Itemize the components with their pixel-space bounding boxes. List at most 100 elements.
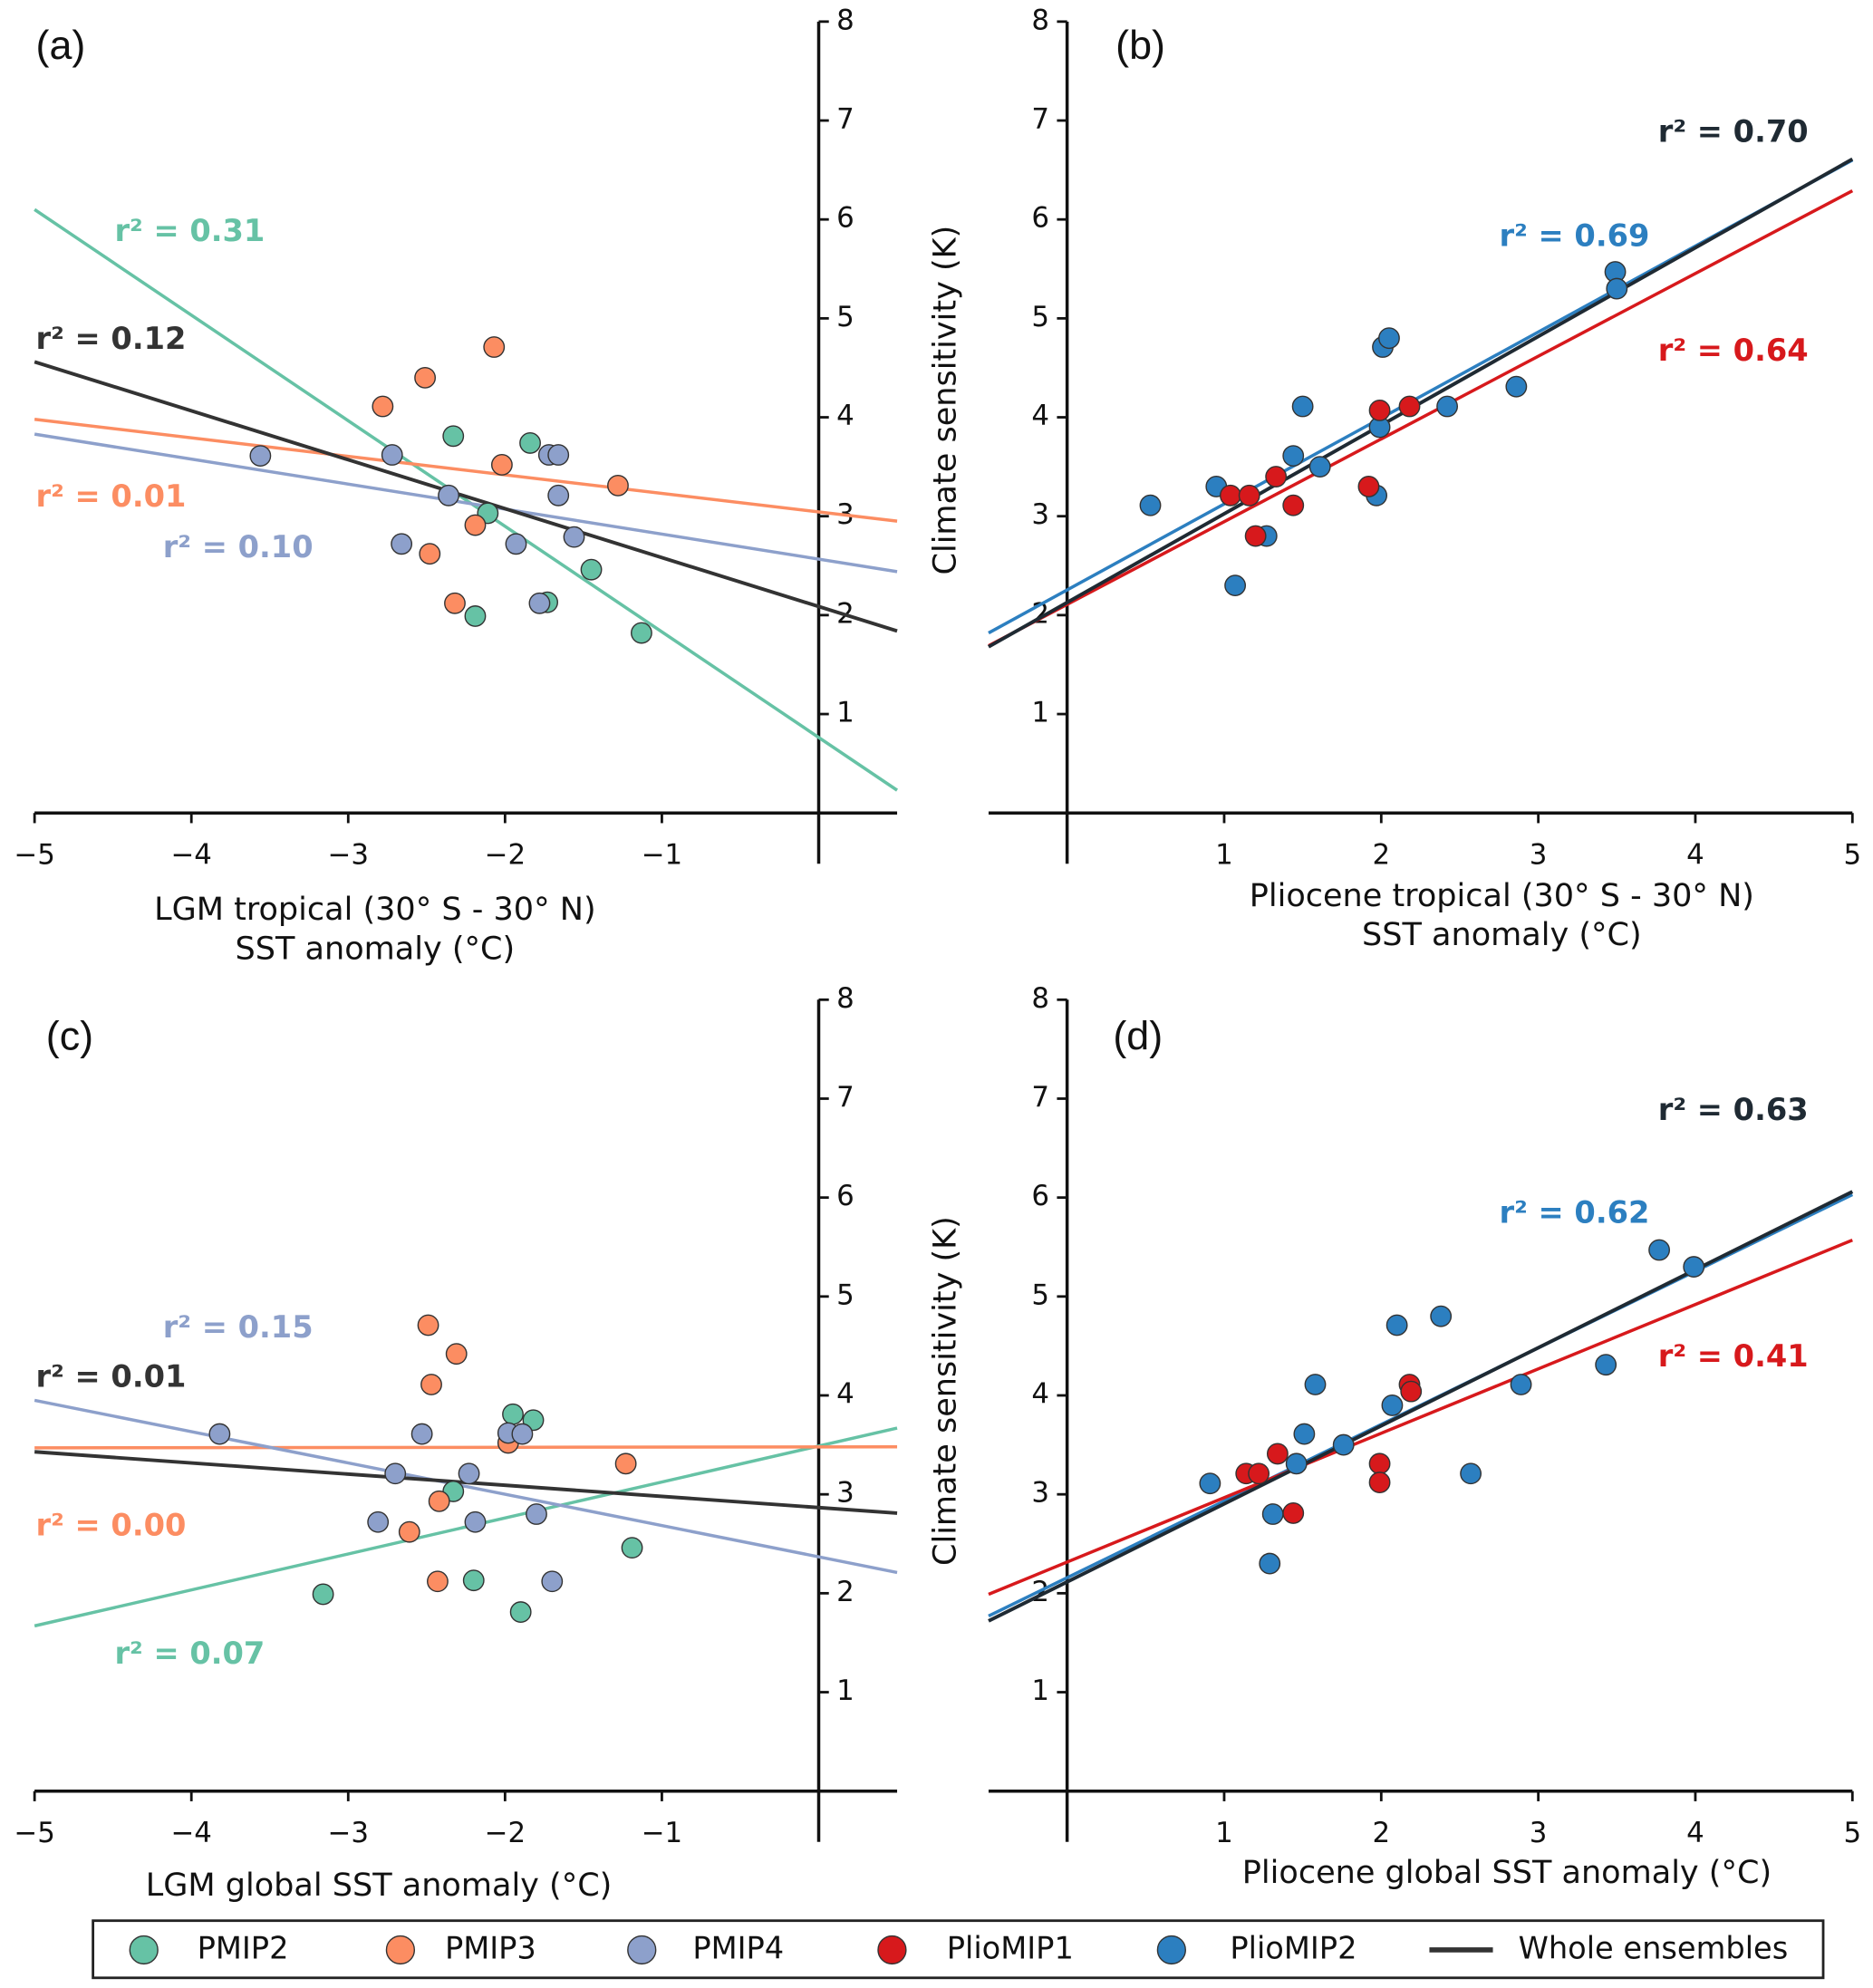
point [1648, 1239, 1671, 1261]
legend: PMIP2 PMIP3 PMIP4 PlioMIP1 PlioMIP2 Whole ens… [129, 1930, 1789, 1965]
fit-line [988, 188, 1854, 648]
y-tick-label: 5 [836, 301, 854, 333]
y-tick-label: 1 [836, 697, 854, 729]
point [1683, 1256, 1705, 1278]
point [509, 1601, 532, 1624]
legend-marker [129, 1935, 159, 1965]
y-tick-label: 4 [836, 1378, 854, 1411]
point [398, 1520, 420, 1543]
x-tick-label: 1 [1215, 1817, 1233, 1849]
fit-line [34, 1398, 898, 1575]
x-tick-label: 5 [1843, 1817, 1861, 1849]
point [1308, 456, 1331, 478]
legend-marker [627, 1935, 657, 1965]
point [490, 454, 513, 476]
point [1139, 494, 1162, 516]
point [1248, 1462, 1270, 1485]
fit-line [988, 1190, 1854, 1623]
legend-marker [1156, 1935, 1186, 1965]
y-tick-label: 5 [1031, 301, 1049, 333]
point [438, 484, 459, 507]
point [1368, 399, 1391, 421]
point [547, 444, 570, 466]
r2-label: r² = 0.41 [1658, 1338, 1809, 1374]
y-tick-label: 5 [1031, 1279, 1049, 1311]
point [1261, 1503, 1284, 1525]
y-tick-label: 7 [836, 1081, 854, 1114]
panel-label: (c) [46, 1013, 93, 1059]
point [1368, 1452, 1391, 1475]
point [519, 431, 541, 454]
y-axis-label: Climate sensitivity (K) [927, 226, 964, 575]
legend-label: PlioMIP2 [1230, 1930, 1356, 1965]
point [464, 514, 487, 536]
point [1282, 1502, 1305, 1524]
point [249, 445, 272, 468]
point [420, 1374, 442, 1395]
point [428, 1490, 450, 1512]
y-tick-label: 6 [1031, 1180, 1049, 1212]
point [1430, 1305, 1453, 1327]
legend-label: PMIP2 [198, 1930, 289, 1965]
legend-marker [877, 1935, 907, 1965]
y-tick-label: 6 [836, 1180, 854, 1212]
point [1400, 1380, 1423, 1403]
point [526, 1503, 547, 1525]
fit-line [988, 1238, 1853, 1597]
x-tick-label: −3 [328, 1817, 369, 1849]
r2-label: r² = 0.15 [163, 1309, 314, 1345]
x-axis-label: LGM tropical (30° S - 30° N) [154, 891, 596, 928]
y-tick-label: 4 [836, 400, 854, 432]
r2-label: r² = 0.10 [163, 529, 314, 565]
y-tick-label: 8 [1031, 4, 1049, 36]
point [1368, 1472, 1391, 1493]
x-axis-label: Pliocene global SST anomaly (°C) [1242, 1854, 1772, 1891]
r2-label: r² = 0.01 [36, 478, 187, 514]
fit-line [988, 157, 1854, 649]
panel-label: (a) [36, 22, 86, 68]
point [1282, 494, 1305, 516]
point [1304, 1374, 1327, 1395]
point [1595, 1354, 1617, 1376]
x-tick-label: −1 [642, 838, 682, 871]
x-axis-label: Pliocene tropical (30° S - 30° N) [1250, 877, 1754, 914]
point [1398, 395, 1421, 418]
x-tick-label: 4 [1686, 1817, 1704, 1849]
point [1285, 1452, 1308, 1475]
point [312, 1583, 334, 1606]
point [614, 1452, 637, 1475]
fit-line [34, 417, 898, 523]
x-tick-label: 2 [1372, 1817, 1390, 1849]
y-tick-label: 8 [836, 4, 854, 36]
legend-marker [385, 1935, 416, 1965]
panel-label: (d) [1113, 1013, 1163, 1059]
point [1510, 1374, 1532, 1395]
point [607, 474, 629, 497]
point [1291, 395, 1314, 418]
point [1505, 375, 1528, 398]
y-tick-label: 4 [1031, 1378, 1049, 1411]
y-tick-label: 2 [836, 1576, 854, 1608]
legend-box [92, 1919, 1825, 1980]
point [580, 558, 603, 581]
legend-label: Whole ensembles [1519, 1930, 1789, 1965]
r2-label: r² = 0.00 [36, 1508, 187, 1543]
point [410, 1423, 433, 1445]
x-tick-label: −1 [642, 1817, 682, 1849]
point [541, 1570, 564, 1593]
point [528, 592, 551, 614]
y-tick-label: 1 [1031, 1674, 1049, 1707]
y-tick-label: 4 [1031, 400, 1049, 432]
y-tick-label: 8 [1031, 982, 1049, 1015]
x-tick-label: −3 [328, 838, 369, 871]
x-tick-label: 2 [1372, 838, 1390, 871]
r2-label: r² = 0.31 [114, 213, 265, 248]
point [1460, 1462, 1482, 1485]
point [464, 605, 487, 627]
point [442, 425, 465, 448]
r2-label: r² = 0.12 [36, 321, 187, 356]
x-tick-label: −5 [14, 838, 54, 871]
point [1385, 1314, 1408, 1337]
legend-label: PMIP4 [692, 1930, 784, 1965]
